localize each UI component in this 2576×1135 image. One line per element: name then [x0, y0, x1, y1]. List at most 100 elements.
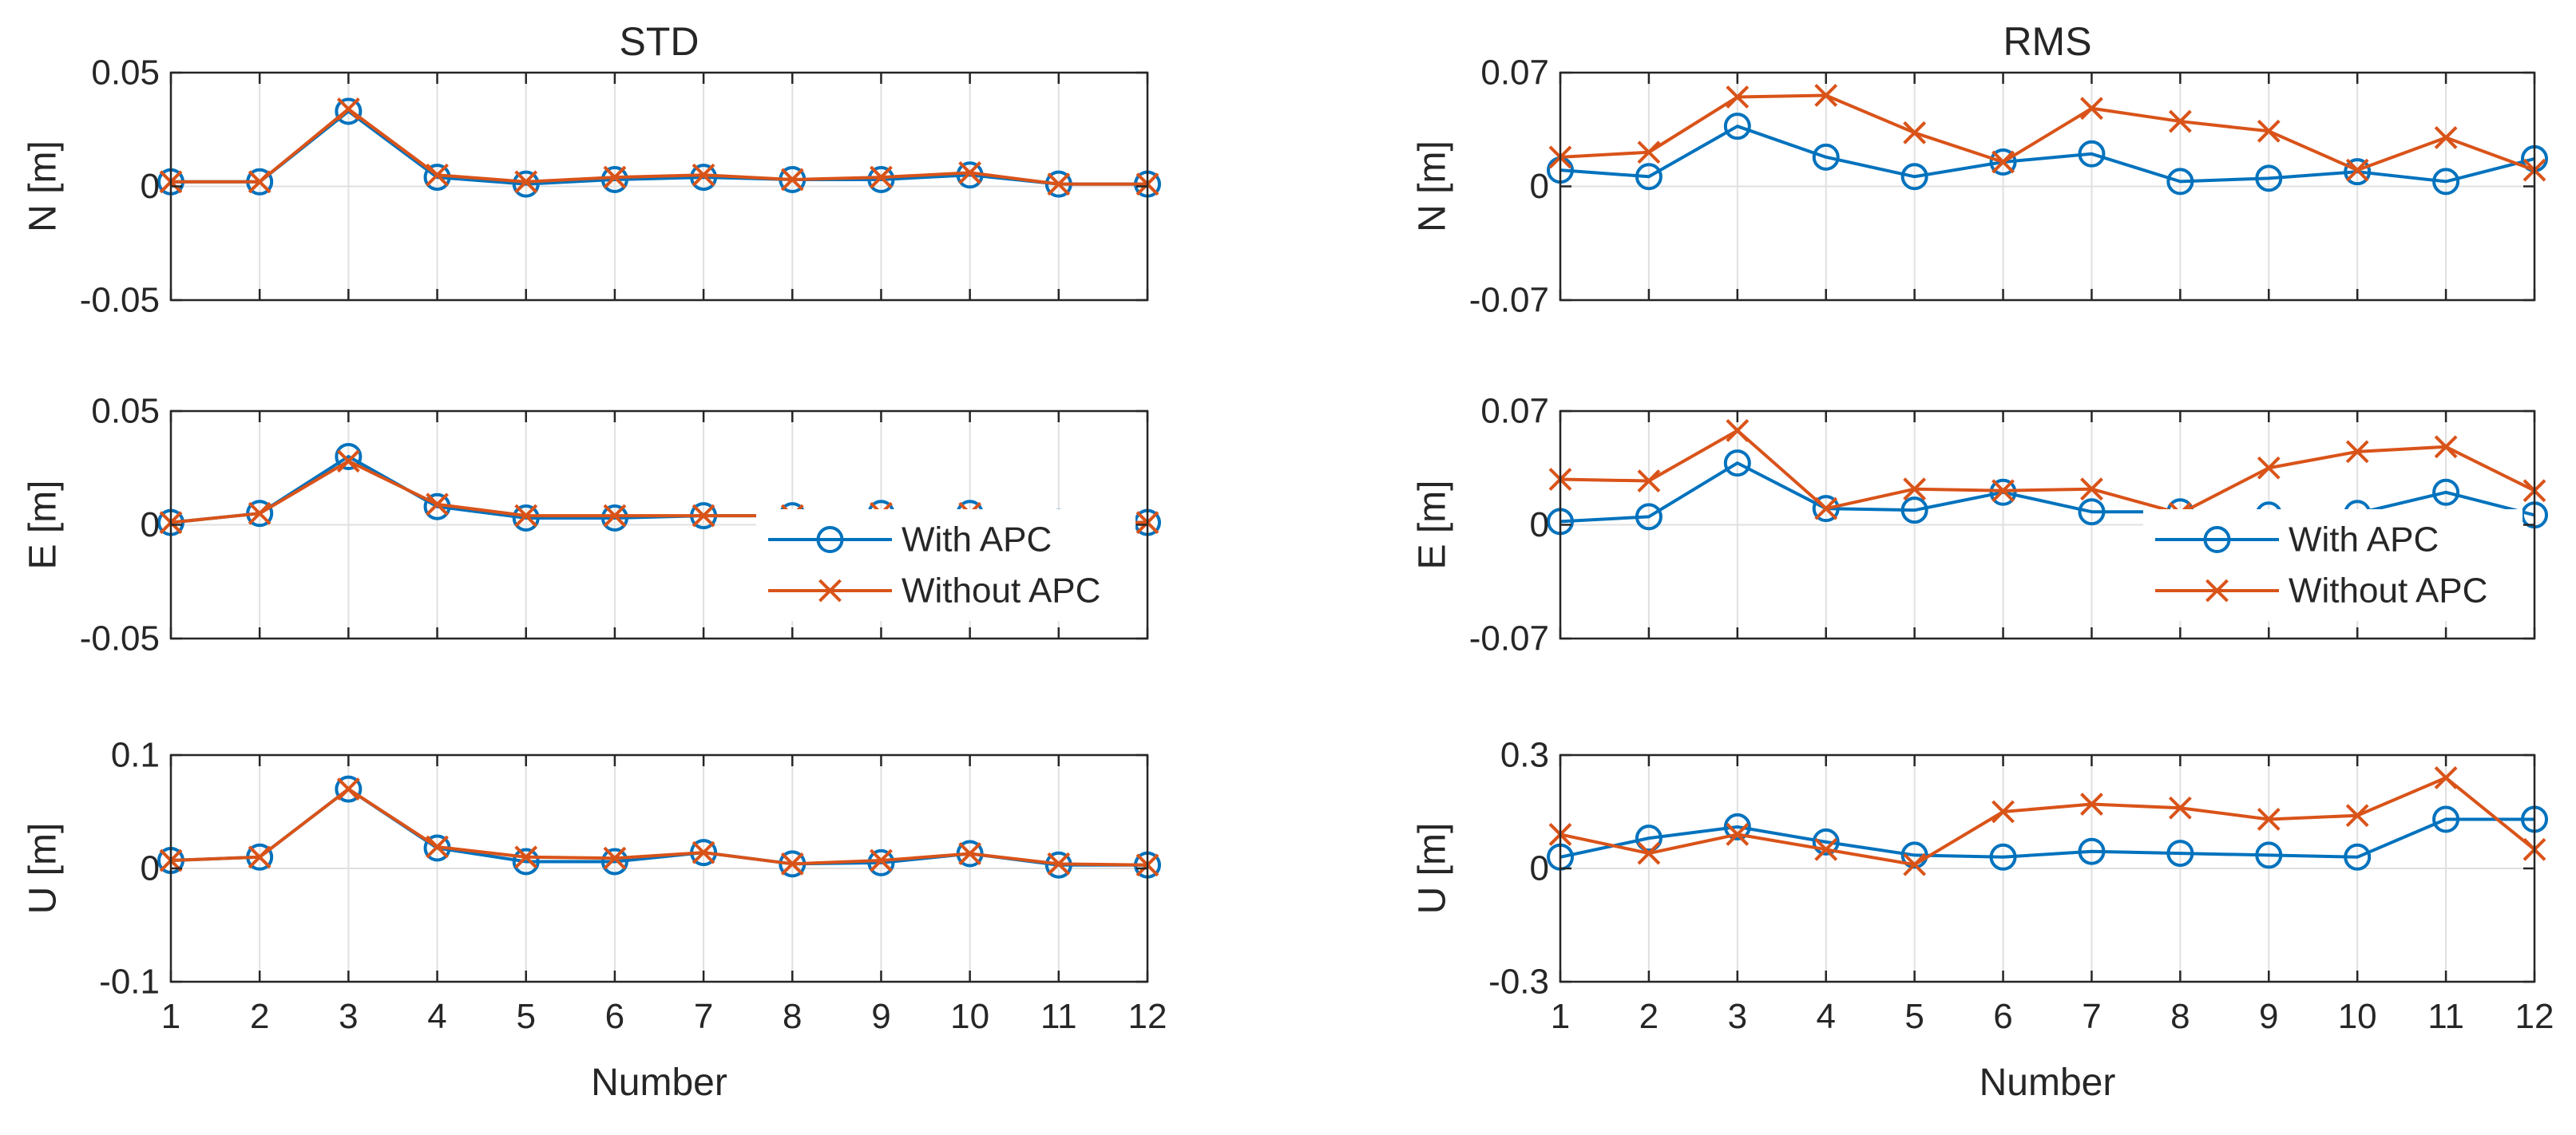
panel-std-e: -0.05 0 0.05 E [m] With APC Without APC [22, 392, 1161, 658]
legend-label-without-apc: Without APC [2289, 571, 2487, 611]
x-tick-label: 3 [339, 997, 358, 1036]
data-point-with-apc [2078, 837, 2106, 865]
data-point-without-apc [1991, 479, 2015, 503]
data-point-with-apc [690, 164, 718, 192]
data-point-without-apc [780, 852, 804, 876]
x-axis-label: Number [591, 1062, 727, 1104]
data-point-without-apc [2080, 793, 2103, 816]
legend-marker-without-apc [818, 579, 842, 603]
x-tick-label: 12 [2515, 997, 2554, 1036]
data-point-with-apc [1723, 449, 1751, 477]
legend: With APC Without APC [2143, 509, 2522, 621]
data-point-without-apc [603, 504, 627, 528]
legend: With APC Without APC [756, 509, 1135, 621]
y-tick-label: 0.05 [91, 392, 160, 431]
data-point-without-apc [2434, 435, 2458, 459]
data-point-without-apc [248, 170, 271, 194]
series-line-without-apc [1559, 429, 2535, 516]
data-point-with-apc [2432, 805, 2460, 833]
data-point-without-apc [2257, 456, 2281, 480]
data-point-without-apc [1903, 852, 1927, 876]
y-tick-label: 0 [141, 849, 160, 888]
data-point-without-apc [603, 165, 627, 189]
data-point-without-apc [426, 163, 449, 187]
x-tick-label: 5 [1904, 997, 1924, 1036]
data-point-without-apc [1637, 469, 1661, 492]
x-tick-label: 11 [2427, 997, 2464, 1036]
data-point-without-apc [1637, 140, 1661, 164]
data-point-without-apc [514, 845, 538, 869]
data-point-with-apc [1723, 113, 1751, 140]
data-point-with-apc [600, 504, 628, 532]
y-tick-label: 0.07 [1480, 53, 1549, 93]
data-point-with-apc [1900, 496, 1928, 524]
x-tick-label: 7 [694, 997, 713, 1036]
data-point-with-apc [2432, 168, 2460, 196]
data-point-with-apc [1900, 163, 1928, 191]
data-point-with-apc [1723, 813, 1751, 840]
data-point-without-apc [336, 449, 360, 473]
x-axis-label: Number [1980, 1062, 2116, 1104]
x-tick-label: 2 [250, 997, 269, 1036]
x-tick-label: 3 [1728, 997, 1747, 1036]
x-tick-label: 11 [1040, 997, 1077, 1036]
x-tick-label: 2 [1639, 997, 1659, 1036]
x-tick-label: 10 [950, 997, 989, 1036]
data-point-without-apc [2257, 119, 2281, 143]
y-tick-label: 0 [1530, 505, 1549, 544]
y-axis-label: N [m] [22, 140, 65, 232]
y-axis-label: E [m] [22, 480, 65, 569]
data-point-without-apc [1726, 822, 1750, 846]
x-tick-label: 12 [1128, 997, 1167, 1036]
data-point-without-apc [870, 848, 893, 872]
data-point-without-apc [336, 97, 360, 121]
data-point-without-apc [2168, 109, 2192, 133]
data-point-with-apc [1812, 828, 1840, 856]
y-axis-label: U [m] [1412, 823, 1454, 915]
data-point-without-apc [2345, 440, 2369, 464]
data-point-with-apc [2255, 841, 2283, 869]
data-point-without-apc [1814, 84, 1838, 107]
data-point-without-apc [1047, 852, 1071, 876]
data-point-with-apc [2432, 478, 2460, 506]
y-tick-label: -0.3 [1488, 963, 1549, 1002]
legend-marker-with-apc [816, 526, 844, 553]
data-point-without-apc [336, 777, 360, 801]
data-point-with-apc [335, 443, 363, 470]
data-point-without-apc [2345, 804, 2369, 828]
data-point-with-apc [2344, 843, 2372, 871]
data-point-without-apc [426, 835, 449, 859]
data-point-without-apc [1637, 841, 1661, 865]
y-tick-label: -0.05 [80, 281, 160, 320]
data-point-without-apc [426, 492, 449, 516]
y-axis-label: N [m] [1412, 140, 1454, 232]
y-tick-label: 0 [141, 505, 160, 544]
data-point-with-apc [867, 848, 895, 876]
x-tick-label: 9 [2259, 997, 2278, 1036]
panel-std-n: -0.05 0 0.05 N [m] STD [22, 19, 1161, 320]
y-tick-label: -0.07 [1469, 619, 1549, 658]
data-point-with-apc [1989, 478, 2017, 506]
data-point-without-apc [248, 501, 271, 525]
data-point-without-apc [780, 168, 804, 192]
legend-marker-without-apc [2205, 579, 2229, 603]
data-point-with-apc [2078, 140, 2106, 168]
data-point-without-apc [1903, 121, 1927, 144]
data-point-with-apc [600, 848, 628, 876]
series-line-without-apc [1559, 93, 2535, 172]
data-point-with-apc [1635, 163, 1663, 191]
legend-box [756, 509, 1135, 621]
series-line-without-apc [171, 107, 1147, 186]
data-point-with-apc [1812, 495, 1840, 523]
x-tick-label: 9 [871, 997, 890, 1036]
data-point-with-apc [1900, 841, 1928, 869]
data-point-without-apc [603, 846, 627, 870]
legend-label-with-apc: With APC [902, 520, 1052, 560]
y-tick-label: 0.05 [91, 53, 160, 93]
data-point-without-apc [2345, 158, 2369, 182]
data-point-without-apc [1726, 419, 1750, 442]
y-axis-label: U [m] [22, 823, 65, 915]
data-point-without-apc [2434, 126, 2458, 149]
data-point-with-apc [2166, 840, 2194, 868]
